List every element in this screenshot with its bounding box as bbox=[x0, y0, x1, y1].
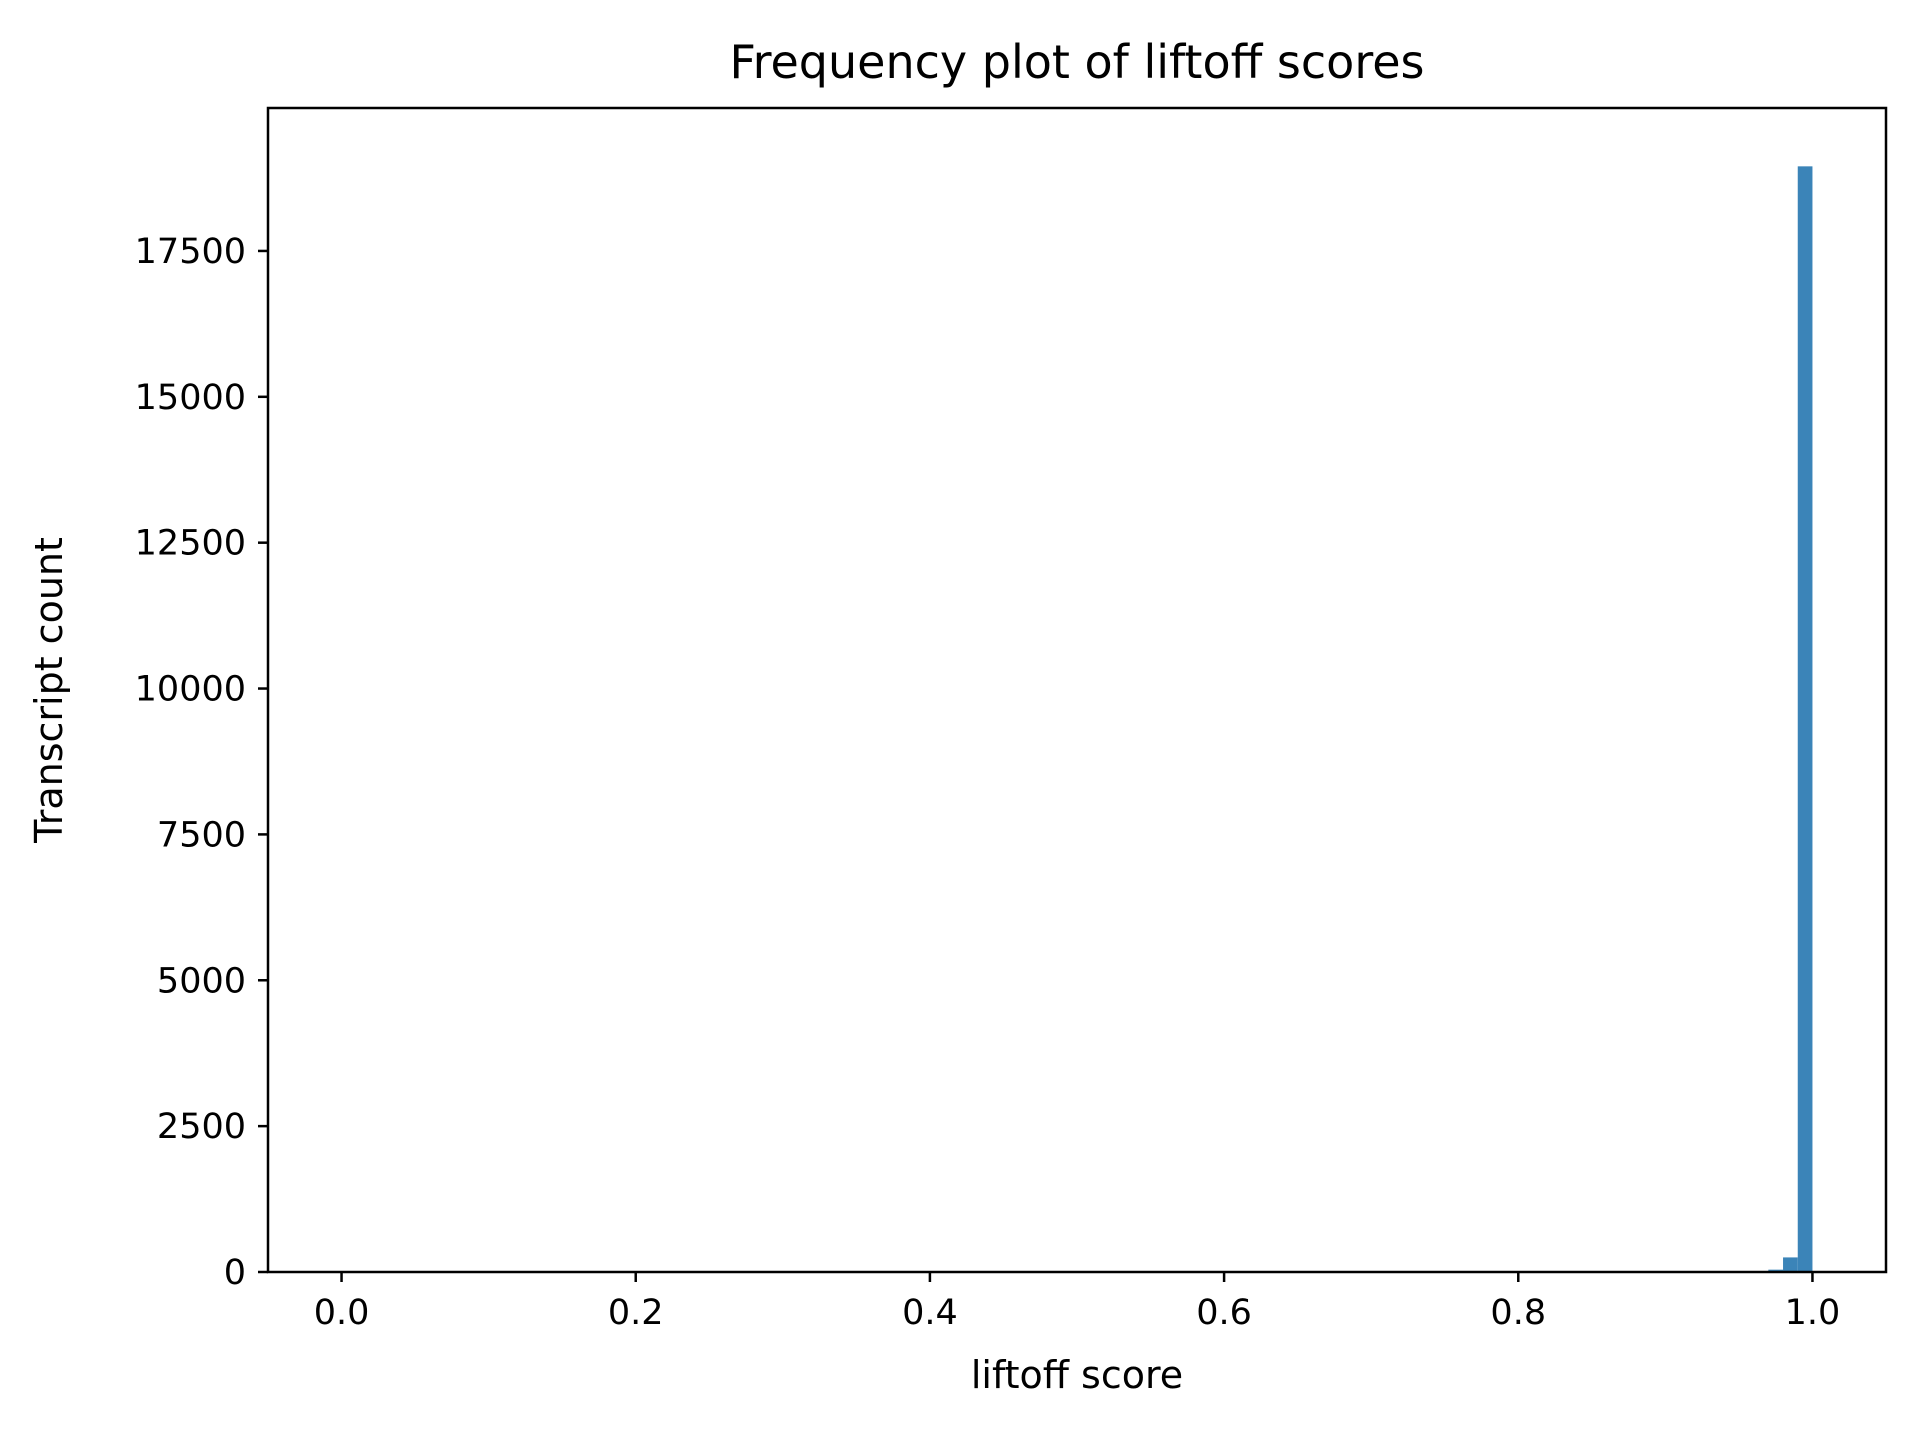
bars-group bbox=[1768, 166, 1813, 1273]
y-tick-label: 17500 bbox=[135, 232, 246, 272]
y-tick-label: 7500 bbox=[157, 815, 246, 855]
y-tick-label: 12500 bbox=[135, 524, 246, 564]
x-axis-ticks: 0.0 0.2 0.4 0.6 0.8 1.0 bbox=[314, 1272, 1841, 1333]
histogram-bar bbox=[1783, 1257, 1798, 1272]
chart-title: Frequency plot of liftoff scores bbox=[729, 35, 1424, 89]
y-tick-label: 0 bbox=[224, 1253, 246, 1293]
x-tick-label: 0.6 bbox=[1196, 1293, 1252, 1333]
plot-frame bbox=[266, 106, 1888, 1274]
x-tick-label: 0.8 bbox=[1490, 1293, 1546, 1333]
y-tick-label: 10000 bbox=[135, 670, 246, 710]
y-axis-label: Transcript count bbox=[27, 537, 71, 844]
x-tick-label: 1.0 bbox=[1785, 1293, 1841, 1333]
y-tick-label: 2500 bbox=[157, 1107, 246, 1147]
x-axis-label: liftoff score bbox=[971, 1353, 1183, 1397]
y-axis-ticks: 0 2500 5000 7500 10000 12500 15000 17500 bbox=[135, 232, 268, 1293]
x-tick-label: 0.4 bbox=[902, 1293, 958, 1333]
histogram-bar bbox=[1797, 166, 1813, 1273]
y-tick-label: 5000 bbox=[157, 961, 246, 1001]
x-tick-label: 0.0 bbox=[314, 1293, 370, 1333]
x-tick-label: 0.2 bbox=[608, 1293, 664, 1333]
y-tick-label: 15000 bbox=[135, 378, 246, 418]
